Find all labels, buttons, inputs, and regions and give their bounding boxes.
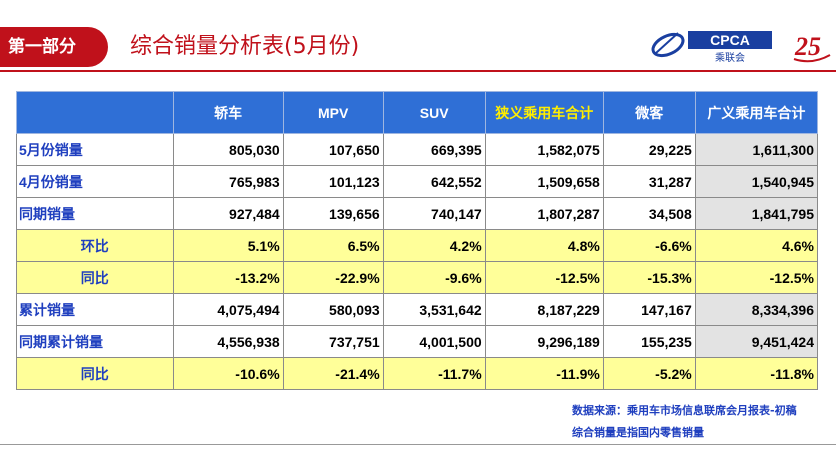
table-cell: 5.1%: [172, 229, 284, 262]
table-row: 同期销量 927,484 139,656 740,147 1,807,287 34,508…: [16, 197, 819, 230]
row-label: 累计销量: [16, 293, 174, 326]
table-cell: -15.3%: [602, 261, 696, 294]
logo-text: CPCA: [710, 32, 750, 48]
row-label: 5月份销量: [16, 133, 174, 166]
table-row: 累计销量 4,075,494 580,093 3,531,642 8,187,229 14…: [16, 293, 819, 326]
footer-rule: [0, 444, 836, 445]
logo-subtext: 乘联会: [715, 51, 745, 64]
section-tag: 第一部分: [0, 27, 108, 67]
data-note: 综合销量是指国内零售销量: [572, 426, 704, 439]
row-label: 环比: [16, 229, 174, 262]
table-cell: 1,540,945: [694, 165, 819, 198]
table-cell: 9,451,424: [694, 325, 819, 358]
table-cell: 101,123: [282, 165, 384, 198]
table-cell: 1,509,658: [484, 165, 604, 198]
table-cell: 4,075,494: [172, 293, 284, 326]
row-label: 同期累计销量: [16, 325, 174, 358]
table-row: 环比 5.1% 6.5% 4.2% 4.8% -6.6% 4.6%: [16, 229, 819, 262]
col-minivan: 微客: [602, 91, 696, 134]
table-row: 4月份销量 765,983 101,123 642,552 1,509,658 31,28…: [16, 165, 819, 198]
table-cell: 6.5%: [282, 229, 384, 262]
table-cell: 147,167: [602, 293, 696, 326]
table-cell: 740,147: [382, 197, 486, 230]
table-cell: 805,030: [172, 133, 284, 166]
table-row: 同比 -13.2% -22.9% -9.6% -12.5% -15.3% -12.5%: [16, 261, 819, 294]
row-label: 同比: [16, 357, 174, 390]
table-cell: 139,656: [282, 197, 384, 230]
sales-table: 轿车 MPV SUV 狭义乘用车合计 微客 广义乘用车合计 5月份销量 805,0…: [16, 91, 819, 390]
table-cell: 107,650: [282, 133, 384, 166]
table-row: 同比 -10.6% -21.4% -11.7% -11.9% -5.2% -11.8%: [16, 357, 819, 390]
table-cell: 155,235: [602, 325, 696, 358]
data-source: 数据来源：乘用车市场信息联席会月报表-初稿: [572, 404, 797, 417]
table-cell: 8,334,396: [694, 293, 819, 326]
table-row: 5月份销量 805,030 107,650 669,395 1,582,075 29,22…: [16, 133, 819, 166]
table-cell: 580,093: [282, 293, 384, 326]
col-suv: SUV: [382, 91, 486, 134]
table-cell: 4.2%: [382, 229, 486, 262]
table-cell: 669,395: [382, 133, 486, 166]
table-cell: 4,001,500: [382, 325, 486, 358]
table-row: 同期累计销量 4,556,938 737,751 4,001,500 9,296,189…: [16, 325, 819, 358]
table-cell: 927,484: [172, 197, 284, 230]
table-cell: 8,187,229: [484, 293, 604, 326]
table-cell: -21.4%: [282, 357, 384, 390]
table-cell: 29,225: [602, 133, 696, 166]
row-label: 同期销量: [16, 197, 174, 230]
table-cell: -9.6%: [382, 261, 486, 294]
table-cell: 737,751: [282, 325, 384, 358]
table-cell: 1,841,795: [694, 197, 819, 230]
col-sedan: 轿车: [172, 91, 284, 134]
page-title: 综合销量分析表(5月份): [130, 34, 360, 59]
table-cell: 4,556,938: [172, 325, 284, 358]
anniversary-number: 25: [794, 32, 821, 61]
table-cell: 1,611,300: [694, 133, 819, 166]
table-cell: 1,582,075: [484, 133, 604, 166]
table-cell: 765,983: [172, 165, 284, 198]
table-cell: -12.5%: [694, 261, 819, 294]
cpca-logo: CPCA 乘联会: [651, 31, 772, 64]
table-cell: -11.7%: [382, 357, 486, 390]
table-cell: -12.5%: [484, 261, 604, 294]
row-label: 同比: [16, 261, 174, 294]
table-cell: -5.2%: [602, 357, 696, 390]
table-cell: -22.9%: [282, 261, 384, 294]
table-cell: 34,508: [602, 197, 696, 230]
col-narrow-total: 狭义乘用车合计: [484, 91, 604, 134]
anniversary-logo: 25: [793, 32, 831, 63]
table-header-row: 轿车 MPV SUV 狭义乘用车合计 微客 广义乘用车合计: [16, 91, 819, 134]
table-cell: 31,287: [602, 165, 696, 198]
table-cell: 642,552: [382, 165, 486, 198]
col-broad-total: 广义乘用车合计: [694, 91, 819, 134]
table-cell: 1,807,287: [484, 197, 604, 230]
row-label: 4月份销量: [16, 165, 174, 198]
table-cell: -13.2%: [172, 261, 284, 294]
table-cell: 9,296,189: [484, 325, 604, 358]
table-corner: [16, 91, 174, 134]
header-rule: [0, 70, 836, 72]
table-cell: -11.8%: [694, 357, 819, 390]
table-cell: -6.6%: [602, 229, 696, 262]
table-cell: -10.6%: [172, 357, 284, 390]
table-cell: -11.9%: [484, 357, 604, 390]
col-mpv: MPV: [282, 91, 384, 134]
table-cell: 4.8%: [484, 229, 604, 262]
table-cell: 4.6%: [694, 229, 819, 262]
table-cell: 3,531,642: [382, 293, 486, 326]
